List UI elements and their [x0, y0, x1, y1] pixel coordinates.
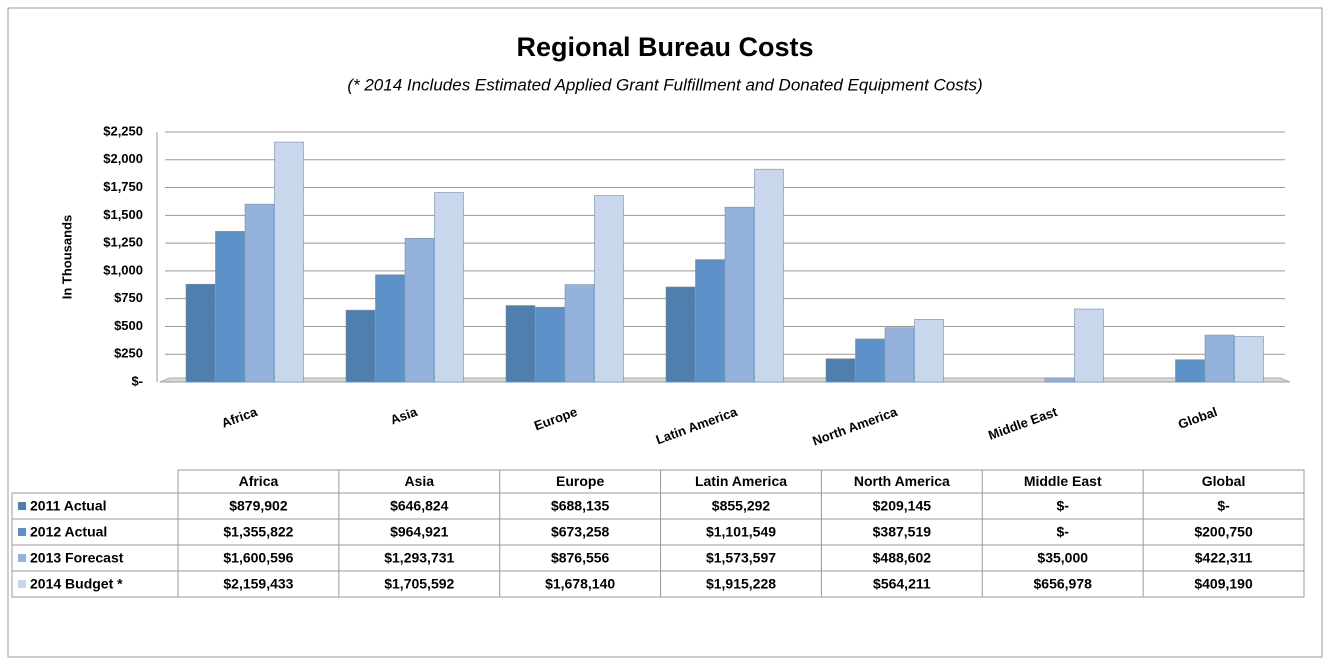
bar	[1234, 336, 1264, 383]
table-cell: $-	[1056, 524, 1069, 540]
table-cell: $1,293,731	[384, 550, 454, 566]
table-cell: $688,135	[551, 498, 610, 514]
chart-subtitle: (* 2014 Includes Estimated Applied Grant…	[347, 75, 982, 94]
table-cell: $656,978	[1034, 576, 1093, 592]
table-cell: $409,190	[1194, 576, 1253, 592]
legend-label: 2012 Actual	[30, 524, 107, 540]
bar	[594, 195, 624, 383]
table-cell: $35,000	[1037, 550, 1088, 566]
table-cell: $855,292	[712, 498, 771, 514]
table-cell: $200,750	[1194, 524, 1253, 540]
bar	[535, 306, 565, 383]
bar	[665, 286, 696, 383]
bar	[855, 338, 885, 383]
bar	[1074, 308, 1104, 383]
y-tick-label: $1,750	[103, 179, 143, 194]
y-tick-label: $1,250	[103, 235, 143, 250]
table-cell: $-	[1056, 498, 1069, 514]
bar	[1175, 359, 1205, 383]
legend-swatch	[18, 554, 26, 562]
bar	[754, 168, 784, 383]
table-header: Africa	[239, 473, 279, 489]
y-tick-label: $2,000	[103, 151, 143, 166]
y-tick-label: $2,250	[103, 123, 143, 138]
legend-swatch	[18, 528, 26, 536]
table-cell: $564,211	[873, 576, 931, 592]
table-cell: $1,600,596	[223, 550, 293, 566]
table-cell: $876,556	[551, 550, 610, 566]
table-header: Middle East	[1024, 473, 1102, 489]
bar	[1044, 377, 1075, 383]
table-header: Asia	[404, 473, 434, 489]
table-cell: $422,311	[1195, 550, 1253, 566]
table-cell: $1,101,549	[706, 524, 776, 540]
bar	[404, 237, 435, 383]
bar	[914, 319, 944, 383]
table-header: Global	[1202, 473, 1246, 489]
table-cell: $1,705,592	[384, 576, 454, 592]
table-header: Europe	[556, 473, 604, 489]
bar	[375, 274, 405, 383]
table-cell: $488,602	[873, 550, 932, 566]
table-cell: $1,355,822	[223, 524, 293, 540]
table-cell: $387,519	[873, 524, 932, 540]
table-cell: $209,145	[873, 498, 932, 514]
bar	[884, 327, 915, 383]
table-cell: $673,258	[551, 524, 610, 540]
bar	[434, 192, 464, 383]
table-cell: $646,824	[390, 498, 449, 514]
bar	[564, 284, 595, 383]
y-tick-label: $1,500	[103, 207, 143, 222]
y-axis-label: In Thousands	[59, 215, 74, 300]
table-cell: $-	[1217, 498, 1230, 514]
legend-swatch	[18, 502, 26, 510]
bar	[825, 358, 856, 383]
table-cell: $1,678,140	[545, 576, 615, 592]
y-tick-label: $750	[114, 290, 143, 305]
bar	[505, 305, 536, 383]
bar	[1204, 334, 1235, 383]
table-header: Latin America	[695, 473, 787, 489]
table-cell: $2,159,433	[223, 576, 293, 592]
table-cell: $1,915,228	[706, 576, 776, 592]
y-tick-label: $1,000	[103, 262, 143, 277]
table-cell: $879,902	[229, 498, 288, 514]
legend-swatch	[18, 580, 26, 588]
bar	[345, 309, 376, 383]
legend-label: 2013 Forecast	[30, 550, 124, 566]
bar	[274, 141, 304, 383]
bar	[724, 206, 755, 383]
y-tick-label: $-	[131, 373, 143, 388]
table-cell: $964,921	[390, 524, 449, 540]
y-tick-label: $500	[114, 318, 143, 333]
bar	[244, 203, 275, 383]
legend-label: 2011 Actual	[30, 498, 107, 514]
bar	[185, 283, 216, 383]
legend-label: 2014 Budget *	[30, 576, 123, 592]
table-cell: $1,573,597	[706, 550, 776, 566]
chart-title: Regional Bureau Costs	[516, 32, 813, 62]
bar	[215, 231, 245, 383]
table-header: North America	[854, 473, 950, 489]
bar	[695, 259, 725, 383]
y-tick-label: $250	[114, 346, 143, 361]
